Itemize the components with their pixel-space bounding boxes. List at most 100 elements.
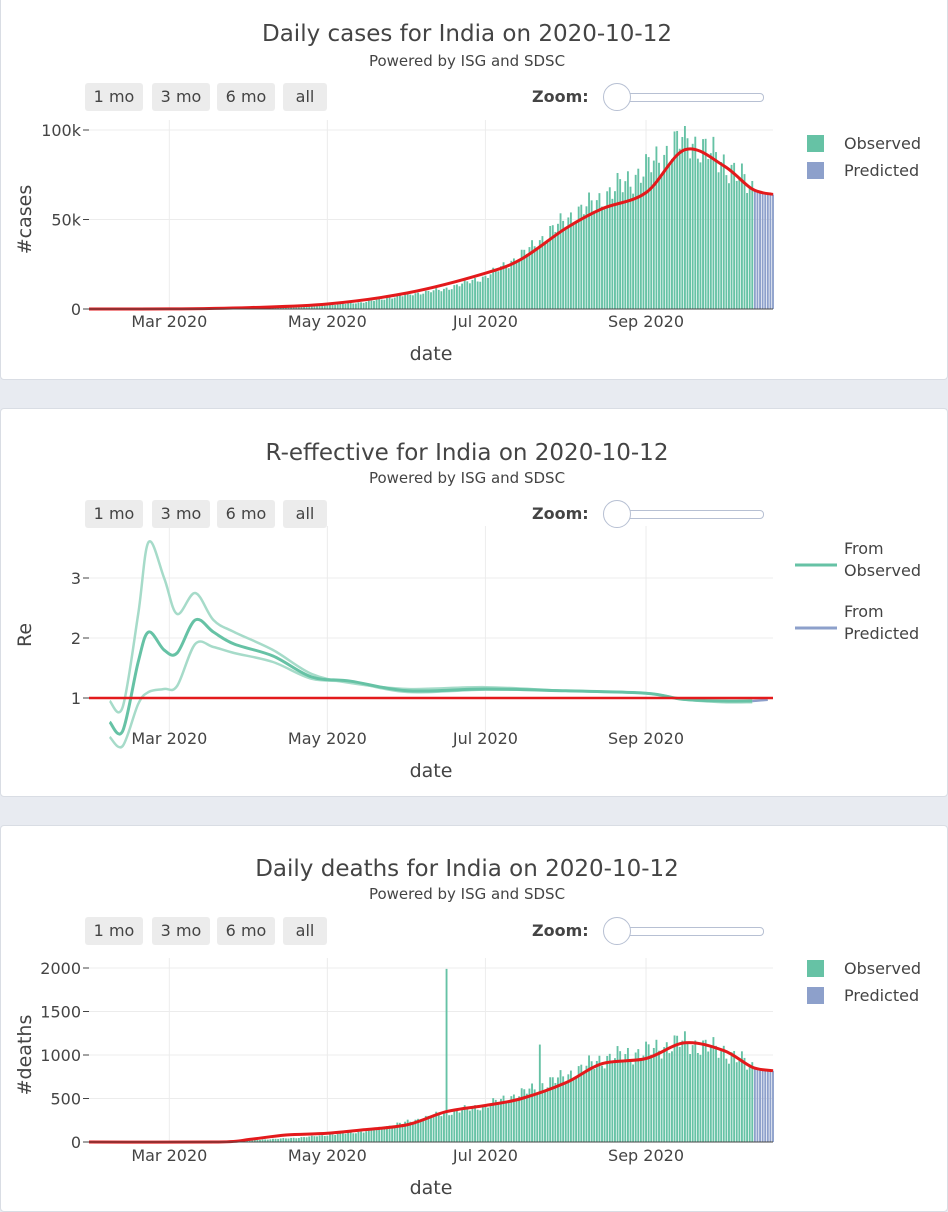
observed-bar bbox=[497, 271, 499, 309]
observed-bar bbox=[614, 1058, 616, 1142]
observed-bar bbox=[365, 1131, 367, 1142]
observed-bar bbox=[637, 1049, 639, 1142]
observed-bar bbox=[433, 1115, 435, 1142]
observed-bar bbox=[565, 1082, 567, 1142]
observed-bar bbox=[718, 1058, 720, 1142]
observed-bar bbox=[744, 1058, 746, 1142]
predicted-bar bbox=[762, 192, 764, 309]
observed-bar bbox=[474, 1105, 476, 1142]
observed-bar bbox=[451, 1115, 453, 1142]
observed-bar bbox=[370, 1129, 372, 1142]
observed-bar bbox=[402, 296, 404, 309]
legend-predicted-swatch bbox=[807, 162, 824, 179]
observed-bar bbox=[334, 305, 336, 309]
observed-bar bbox=[692, 1045, 694, 1142]
observed-bar bbox=[326, 1136, 328, 1142]
observed-bar bbox=[394, 298, 396, 309]
observed-bar bbox=[508, 1103, 510, 1142]
observed-bar bbox=[736, 181, 738, 309]
observed-bar bbox=[601, 207, 603, 309]
observed-bar bbox=[516, 263, 518, 309]
observed-bar bbox=[637, 169, 639, 309]
observed-bar bbox=[676, 1036, 678, 1142]
legend-predicted-label: Predicted bbox=[844, 161, 919, 180]
observed-bar bbox=[477, 1110, 479, 1142]
observed-bar bbox=[363, 303, 365, 309]
observed-bar bbox=[472, 280, 474, 309]
observed-bar bbox=[562, 1076, 564, 1142]
observed-bar bbox=[391, 1127, 393, 1142]
observed-bar bbox=[744, 174, 746, 309]
observed-bar bbox=[505, 1101, 507, 1142]
y-tick-label: 50k bbox=[51, 211, 81, 230]
observed-bar bbox=[448, 290, 450, 309]
observed-bar bbox=[720, 1051, 722, 1142]
observed-bar bbox=[661, 1059, 663, 1142]
observed-bar bbox=[679, 1047, 681, 1142]
observed-bar bbox=[490, 1104, 492, 1142]
y-tick-label: 1000 bbox=[40, 1046, 81, 1065]
observed-bar bbox=[635, 175, 637, 309]
observed-bar bbox=[723, 1046, 725, 1142]
y-axis-title: Re bbox=[14, 623, 36, 647]
observed-bar bbox=[746, 193, 748, 309]
observed-bar bbox=[586, 206, 588, 309]
observed-bar bbox=[630, 1059, 632, 1142]
observed-bar bbox=[658, 1051, 660, 1142]
observed-bar bbox=[376, 300, 378, 309]
observed-bar bbox=[500, 1099, 502, 1142]
observed-bar bbox=[420, 294, 422, 309]
observed-bar bbox=[751, 1062, 753, 1142]
observed-bar bbox=[731, 1052, 733, 1142]
observed-bar bbox=[368, 300, 370, 309]
observed-bar bbox=[554, 1083, 556, 1142]
observed-bar bbox=[575, 1078, 577, 1142]
observed-bar bbox=[720, 162, 722, 309]
x-tick-label: Mar 2020 bbox=[131, 729, 207, 748]
observed-bar bbox=[324, 306, 326, 309]
observed-bar bbox=[308, 1137, 310, 1142]
observed-bar bbox=[288, 1138, 290, 1142]
observed-bar bbox=[655, 146, 657, 309]
y-axis-title: #deaths bbox=[14, 1015, 36, 1096]
observed-bar bbox=[632, 1064, 634, 1142]
observed-bar bbox=[453, 285, 455, 309]
observed-bar bbox=[606, 1056, 608, 1142]
observed-bar bbox=[567, 217, 569, 309]
observed-bar bbox=[749, 1066, 751, 1142]
predicted-bar bbox=[769, 1070, 771, 1142]
observed-bar bbox=[684, 126, 686, 309]
observed-bar bbox=[422, 294, 424, 309]
observed-bar bbox=[417, 293, 419, 309]
observed-bar bbox=[303, 1137, 305, 1142]
observed-bar bbox=[591, 1061, 593, 1142]
observed-bar bbox=[505, 267, 507, 309]
observed-bar bbox=[407, 293, 409, 309]
observed-bar bbox=[583, 214, 585, 309]
observed-bar bbox=[482, 1105, 484, 1142]
observed-bar bbox=[746, 1070, 748, 1142]
y-tick-label: 500 bbox=[50, 1090, 81, 1109]
observed-bar bbox=[510, 261, 512, 309]
observed-bar bbox=[710, 153, 712, 309]
observed-bar bbox=[319, 1135, 321, 1142]
observed-bar bbox=[469, 1111, 471, 1142]
x-axis-title: date bbox=[410, 343, 453, 365]
observed-bar bbox=[738, 178, 740, 309]
observed-bar bbox=[339, 1133, 341, 1142]
deaths-panel: Daily deaths for India on 2020-10-12 Pow… bbox=[0, 825, 948, 1212]
observed-bar bbox=[500, 266, 502, 309]
observed-bar bbox=[464, 1105, 466, 1142]
observed-bar bbox=[459, 1113, 461, 1142]
observed-bar bbox=[671, 159, 673, 309]
predicted-bar bbox=[759, 1068, 761, 1142]
observed-bar bbox=[663, 1047, 665, 1142]
observed-bar bbox=[583, 1072, 585, 1142]
observed-bar bbox=[700, 162, 702, 309]
predicted-bar bbox=[757, 1068, 759, 1142]
x-tick-label: Jul 2020 bbox=[452, 729, 518, 748]
observed-bar bbox=[586, 1066, 588, 1142]
observed-bar bbox=[404, 295, 406, 309]
